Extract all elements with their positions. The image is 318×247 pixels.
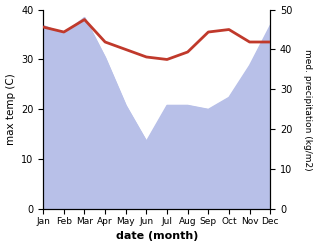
X-axis label: date (month): date (month) [115, 231, 198, 242]
Y-axis label: med. precipitation (kg/m2): med. precipitation (kg/m2) [303, 49, 313, 170]
Y-axis label: max temp (C): max temp (C) [5, 74, 16, 145]
